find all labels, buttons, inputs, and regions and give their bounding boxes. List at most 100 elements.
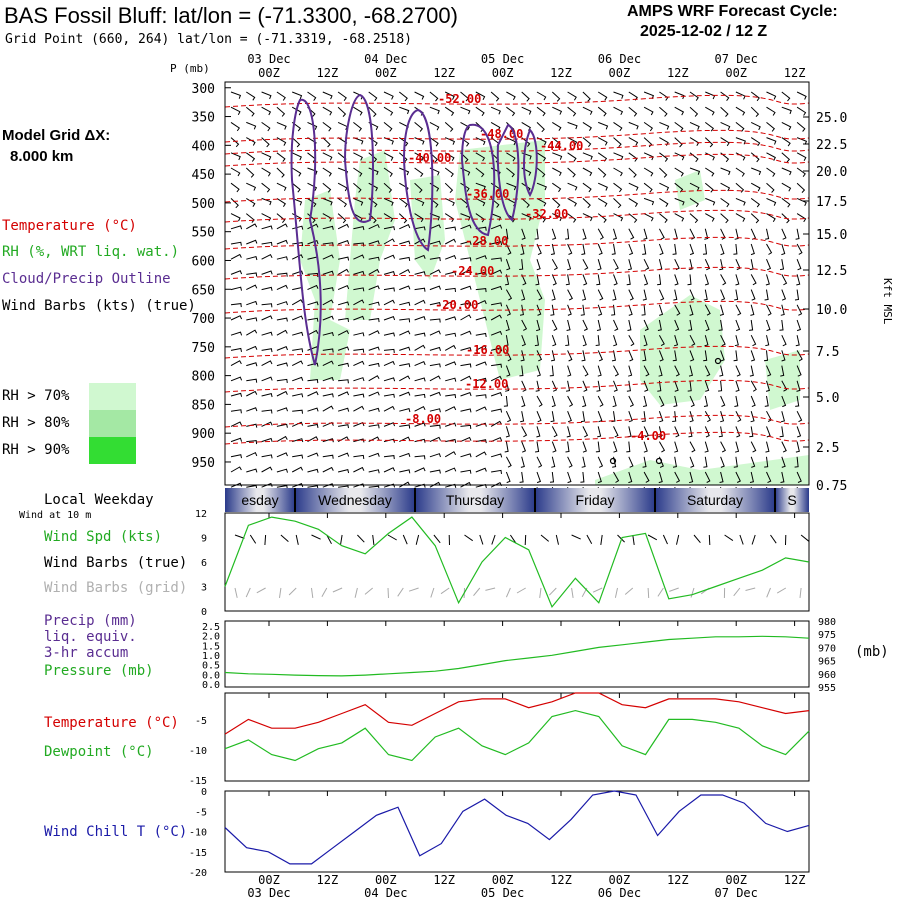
weekday-cell	[655, 488, 775, 512]
wind-barb	[276, 213, 286, 224]
temperature-contour-label: -32.00	[525, 207, 568, 221]
wind-barb	[702, 243, 708, 255]
surface-wind-barb	[479, 534, 484, 545]
wind-barb	[749, 471, 754, 483]
wind-barb	[276, 197, 286, 207]
wind-barb	[780, 304, 785, 316]
surface-wind-barb	[540, 534, 550, 542]
wind-barb	[719, 471, 724, 483]
wind-barb	[551, 426, 558, 438]
wind-barb	[429, 302, 441, 307]
wind-barb	[475, 238, 487, 245]
wind-barb	[672, 243, 677, 255]
wind-barb	[781, 182, 792, 192]
bottom-hour-label: 12Z	[784, 873, 806, 887]
grid-wind-barb	[799, 587, 802, 598]
temperature-contour-label: -44.00	[540, 139, 583, 153]
wind-barb	[628, 213, 638, 223]
legend-liq-equiv: liq. equiv.	[44, 629, 137, 645]
wind-barb	[763, 350, 769, 362]
wind-speed-tick: 3	[201, 583, 207, 594]
wind-barb	[733, 456, 738, 468]
wind-barb	[322, 122, 332, 132]
temperature-contour--36.00	[224, 189, 810, 203]
wind-barb	[307, 197, 317, 208]
wind-barb	[781, 289, 787, 301]
wind-barb	[597, 456, 604, 468]
wind-speed-tick: 0	[201, 607, 207, 618]
wind-barb	[750, 197, 761, 208]
wind-barb	[549, 365, 554, 377]
model-grid-value: 8.000 km	[10, 148, 74, 165]
grid-wind-barb	[321, 587, 328, 597]
wind-barb	[611, 350, 616, 362]
wind-barb	[766, 197, 777, 206]
wind-barb	[307, 407, 319, 412]
wind-barb	[383, 405, 395, 412]
wind-barb	[276, 284, 288, 291]
wind-barb	[749, 259, 754, 271]
pressure-tick-label: 700	[192, 312, 215, 327]
wind-barb	[750, 380, 757, 392]
wind-barb	[292, 393, 304, 398]
wind-barb	[628, 350, 634, 362]
wind-barb	[689, 441, 696, 453]
temperature-contour-label: -36.00	[466, 187, 509, 201]
wind-barb	[658, 334, 665, 347]
wind-barb	[291, 421, 304, 427]
wind-barb	[506, 106, 516, 117]
wind-barb	[353, 254, 365, 260]
top-hour-label: 12Z	[433, 66, 455, 80]
wind-barb	[766, 106, 776, 116]
wind-barb	[491, 363, 502, 368]
wind-barb	[475, 406, 487, 412]
wind-barb	[353, 332, 365, 337]
wind-barb	[276, 407, 288, 412]
wind-barb	[475, 106, 485, 117]
wind-barb	[445, 254, 457, 260]
wind-barb	[718, 380, 723, 392]
wind-barb	[230, 106, 241, 116]
wind-barb	[674, 213, 685, 222]
grid-wind-barbs	[234, 587, 802, 599]
wind-barb	[750, 106, 760, 117]
legend-accum: 3-hr accum	[44, 645, 129, 661]
wind-barb	[353, 287, 365, 292]
grid-wind-barb	[397, 587, 404, 597]
wind-barb	[658, 243, 664, 256]
wind-barb	[704, 319, 710, 332]
wind-barb	[735, 197, 746, 206]
wind-barb	[429, 318, 441, 323]
wind-barb	[643, 319, 649, 331]
wind-barb	[444, 344, 457, 351]
pressure-tick-label: 900	[192, 427, 215, 442]
wind-barb	[246, 390, 258, 397]
surface-wind-barb	[555, 534, 559, 545]
wind-barb	[567, 243, 573, 255]
wind-barb	[735, 106, 746, 116]
wind-barb	[612, 456, 617, 468]
wind-barb	[749, 319, 754, 331]
wind-barb	[460, 302, 472, 307]
wind-barb	[720, 456, 725, 468]
wind-barb	[460, 106, 471, 115]
surface-wind-barb	[662, 534, 668, 545]
wind-barb	[552, 121, 562, 131]
wind-barb	[429, 481, 441, 488]
wind-barb	[595, 441, 600, 453]
wind-barb	[368, 91, 378, 102]
wind-barb	[276, 121, 287, 130]
legend-precip: Precip (mm)	[44, 613, 137, 629]
wind-barb	[642, 456, 647, 468]
wind-barb	[549, 471, 555, 483]
wind-barb	[460, 330, 472, 336]
wind-barb	[429, 285, 441, 291]
wind-barb	[735, 365, 741, 377]
wind-barb	[750, 350, 756, 362]
wind-barb	[276, 423, 288, 428]
wind-barb	[490, 375, 503, 382]
wind-barb	[795, 335, 800, 347]
wind-barb	[704, 426, 710, 438]
rh-region-2	[455, 140, 545, 380]
wind-barb	[765, 274, 770, 286]
